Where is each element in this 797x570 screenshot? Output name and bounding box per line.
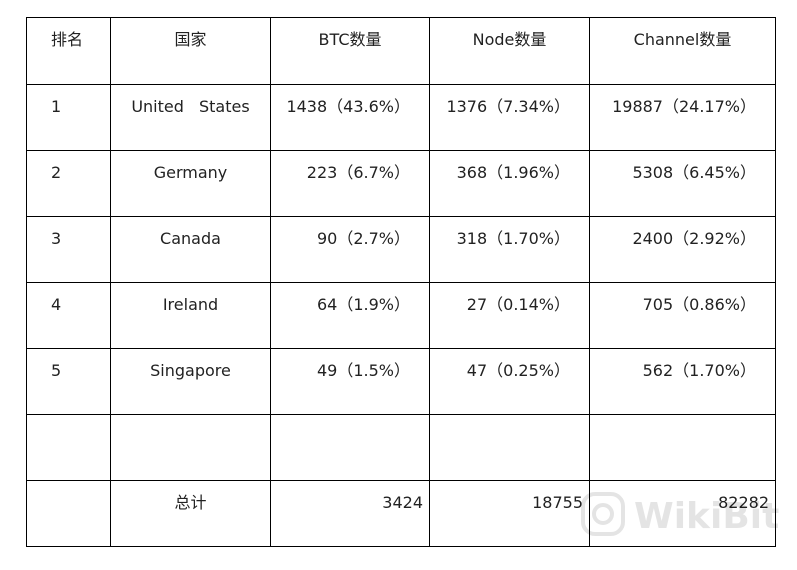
country-value: Singapore xyxy=(150,361,231,380)
total-label-cell: 总计 xyxy=(110,480,271,547)
channel-cell: 705（0.86%） xyxy=(589,282,776,349)
total-btc: 3424 xyxy=(382,493,423,512)
btc-cell: 1438（43.6%） xyxy=(270,84,430,151)
empty-cell xyxy=(270,414,430,481)
rank-cell: 5 xyxy=(26,348,111,415)
rank-value: 2 xyxy=(51,163,62,182)
empty-row xyxy=(26,414,776,481)
header-btc: BTC数量 xyxy=(318,30,382,49)
btc-cell: 90（2.7%） xyxy=(270,216,430,283)
country-value: United States xyxy=(131,97,250,116)
node-cell: 318（1.70%） xyxy=(429,216,590,283)
header-country-cell: 国家 xyxy=(110,17,271,85)
empty-cell xyxy=(589,414,776,481)
btc-value: 64（1.9%） xyxy=(316,295,410,314)
btc-cell: 64（1.9%） xyxy=(270,282,430,349)
table-row: 1 United States 1438（43.6%） 1376（7.34%） … xyxy=(26,84,776,151)
channel-cell: 562（1.70%） xyxy=(589,348,776,415)
country-cell: Canada xyxy=(110,216,271,283)
node-value: 1376（7.34%） xyxy=(446,97,570,116)
rank-value: 5 xyxy=(51,361,62,380)
btc-value: 223（6.7%） xyxy=(306,163,410,182)
empty-cell xyxy=(26,480,111,547)
country-cell: United States xyxy=(110,84,271,151)
country-ranking-table: 排名 国家 BTC数量 Node数量 Channel数量 1 United St… xyxy=(26,17,776,547)
total-label: 总计 xyxy=(174,493,207,512)
country-value: Germany xyxy=(153,163,228,182)
header-channel: Channel数量 xyxy=(633,30,732,49)
node-value: 47（0.25%） xyxy=(466,361,570,380)
header-rank: 排名 xyxy=(51,30,84,49)
total-btc-cell: 3424 xyxy=(270,480,430,547)
node-value: 368（1.96%） xyxy=(456,163,570,182)
table-row: 4 Ireland 64（1.9%） 27（0.14%） 705（0.86%） xyxy=(26,282,776,349)
country-cell: Singapore xyxy=(110,348,271,415)
total-row: 总计 3424 18755 82282 xyxy=(26,480,776,547)
header-country: 国家 xyxy=(174,30,207,49)
header-channel-cell: Channel数量 xyxy=(589,17,776,85)
rank-value: 3 xyxy=(51,229,62,248)
rank-cell: 1 xyxy=(26,84,111,151)
btc-cell: 49（1.5%） xyxy=(270,348,430,415)
empty-cell xyxy=(429,414,590,481)
table-row: 3 Canada 90（2.7%） 318（1.70%） 2400（2.92%） xyxy=(26,216,776,283)
node-cell: 27（0.14%） xyxy=(429,282,590,349)
rank-cell: 3 xyxy=(26,216,111,283)
channel-value: 705（0.86%） xyxy=(642,295,756,314)
btc-value: 1438（43.6%） xyxy=(286,97,410,116)
node-value: 318（1.70%） xyxy=(456,229,570,248)
header-row: 排名 国家 BTC数量 Node数量 Channel数量 xyxy=(26,17,776,85)
empty-cell xyxy=(26,414,111,481)
country-value: Ireland xyxy=(162,295,219,314)
total-channel-cell: 82282 xyxy=(589,480,776,547)
rank-value: 1 xyxy=(51,97,62,116)
node-value: 27（0.14%） xyxy=(466,295,570,314)
channel-value: 19887（24.17%） xyxy=(612,97,756,116)
node-cell: 1376（7.34%） xyxy=(429,84,590,151)
btc-value: 49（1.5%） xyxy=(316,361,410,380)
btc-cell: 223（6.7%） xyxy=(270,150,430,217)
total-channel: 82282 xyxy=(718,493,769,512)
table-row: 2 Germany 223（6.7%） 368（1.96%） 5308（6.45… xyxy=(26,150,776,217)
country-cell: Ireland xyxy=(110,282,271,349)
channel-value: 562（1.70%） xyxy=(642,361,756,380)
channel-value: 2400（2.92%） xyxy=(632,229,756,248)
header-node-cell: Node数量 xyxy=(429,17,590,85)
header-btc-cell: BTC数量 xyxy=(270,17,430,85)
total-node-cell: 18755 xyxy=(429,480,590,547)
node-cell: 47（0.25%） xyxy=(429,348,590,415)
table-row: 5 Singapore 49（1.5%） 47（0.25%） 562（1.70%… xyxy=(26,348,776,415)
node-cell: 368（1.96%） xyxy=(429,150,590,217)
country-cell: Germany xyxy=(110,150,271,217)
channel-value: 5308（6.45%） xyxy=(632,163,756,182)
empty-cell xyxy=(110,414,271,481)
header-rank-cell: 排名 xyxy=(26,17,111,85)
channel-cell: 5308（6.45%） xyxy=(589,150,776,217)
header-node: Node数量 xyxy=(472,30,547,49)
total-node: 18755 xyxy=(532,493,583,512)
channel-cell: 2400（2.92%） xyxy=(589,216,776,283)
rank-cell: 4 xyxy=(26,282,111,349)
rank-cell: 2 xyxy=(26,150,111,217)
rank-value: 4 xyxy=(51,295,62,314)
btc-value: 90（2.7%） xyxy=(316,229,410,248)
channel-cell: 19887（24.17%） xyxy=(589,84,776,151)
country-value: Canada xyxy=(160,229,221,248)
